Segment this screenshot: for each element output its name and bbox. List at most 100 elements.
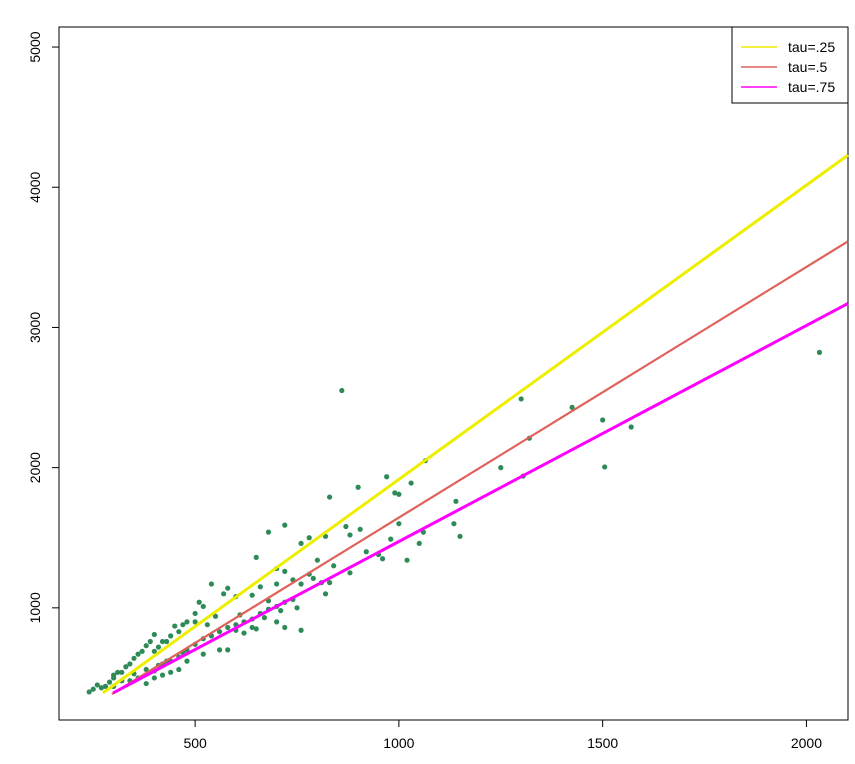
point — [139, 648, 145, 654]
point — [216, 647, 223, 653]
x-tick-label: 500 — [183, 735, 207, 751]
point — [628, 424, 634, 430]
point — [331, 563, 337, 569]
point — [306, 535, 312, 541]
point — [357, 526, 363, 532]
point — [408, 480, 414, 486]
point — [282, 624, 288, 631]
point — [298, 627, 304, 633]
x-tick-label: 2000 — [791, 735, 822, 751]
point — [143, 643, 149, 649]
point — [127, 661, 133, 667]
point — [172, 623, 178, 629]
point — [225, 647, 231, 653]
point — [569, 404, 575, 410]
point — [355, 484, 361, 490]
point — [151, 675, 157, 681]
point — [155, 644, 162, 650]
y-tick-label: 3000 — [27, 312, 43, 343]
x-tick-label: 1500 — [587, 735, 618, 751]
legend-box — [731, 26, 849, 104]
point — [274, 619, 280, 625]
point — [143, 680, 149, 687]
point — [363, 549, 369, 555]
point — [322, 591, 329, 597]
point — [184, 658, 190, 664]
legend-label: tau=.75 — [788, 79, 835, 95]
point — [176, 629, 182, 635]
point — [404, 557, 410, 563]
point — [453, 498, 459, 504]
point — [119, 669, 125, 675]
y-tick-label: 1000 — [27, 592, 43, 623]
point — [498, 465, 504, 471]
point — [147, 638, 153, 645]
point — [196, 599, 202, 605]
point — [327, 580, 333, 586]
point — [379, 556, 386, 562]
legend-label: tau=.25 — [788, 39, 835, 55]
point — [265, 529, 272, 535]
point — [204, 622, 210, 628]
point — [384, 474, 390, 480]
point — [131, 655, 137, 661]
point — [274, 581, 280, 587]
point — [176, 666, 182, 673]
point — [159, 638, 166, 645]
point — [111, 675, 117, 681]
point — [249, 592, 255, 598]
point — [518, 396, 524, 402]
x-tick-label: 1000 — [383, 735, 414, 751]
point — [294, 605, 300, 611]
point — [168, 669, 174, 675]
point — [115, 669, 121, 675]
point — [314, 557, 320, 563]
point — [253, 554, 259, 560]
point — [163, 638, 170, 645]
y-tick-label: 2000 — [27, 452, 43, 483]
point — [212, 613, 219, 619]
point — [261, 615, 268, 621]
point — [135, 651, 141, 657]
quantile-line — [112, 302, 849, 695]
point — [602, 464, 608, 470]
point — [347, 570, 353, 576]
point — [123, 664, 129, 670]
point — [396, 491, 402, 497]
point — [392, 490, 398, 496]
y-tick-label: 5000 — [27, 31, 43, 62]
point — [143, 666, 149, 673]
point — [327, 494, 333, 500]
plot-box — [58, 26, 849, 721]
point — [216, 629, 223, 635]
point — [208, 581, 215, 587]
point — [457, 533, 463, 539]
point — [451, 521, 457, 527]
point — [298, 581, 304, 587]
point — [86, 689, 92, 695]
y-tick-label: 4000 — [27, 171, 43, 202]
point — [282, 568, 288, 574]
point — [192, 619, 198, 625]
point — [221, 591, 227, 597]
point — [90, 686, 96, 692]
quantile-line — [102, 153, 849, 695]
legend-label: tau=.5 — [788, 59, 828, 75]
point — [282, 522, 288, 528]
point — [388, 536, 394, 542]
point — [816, 349, 823, 356]
quantile-line — [111, 240, 849, 695]
point — [298, 540, 304, 546]
point — [151, 648, 157, 654]
point — [180, 622, 186, 628]
point — [192, 610, 198, 617]
point — [310, 575, 316, 581]
point — [416, 540, 422, 546]
point — [253, 626, 259, 632]
point — [225, 585, 231, 591]
point — [339, 387, 345, 394]
point — [94, 682, 100, 688]
point — [106, 679, 113, 685]
point — [347, 532, 353, 538]
